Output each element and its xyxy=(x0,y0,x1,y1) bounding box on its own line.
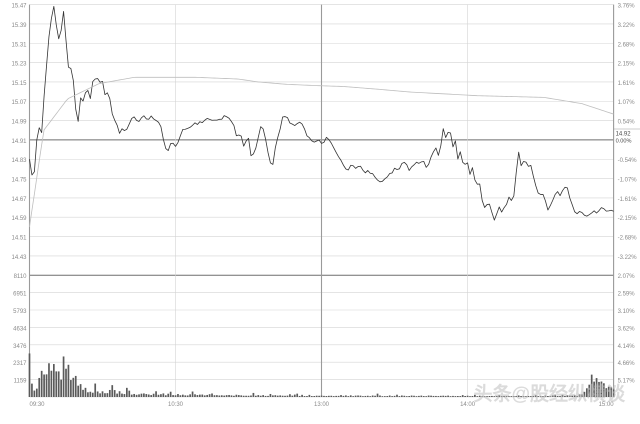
svg-text:2.68%: 2.68% xyxy=(618,42,636,48)
svg-text:0.54%: 0.54% xyxy=(618,120,636,126)
svg-text:2.07%: 2.07% xyxy=(618,274,636,280)
svg-text:15.31: 15.31 xyxy=(11,42,27,48)
svg-text:10:30: 10:30 xyxy=(168,402,184,408)
svg-text:14.99: 14.99 xyxy=(11,120,27,126)
svg-text:-3.22%: -3.22% xyxy=(618,255,638,261)
svg-text:3.76%: 3.76% xyxy=(618,4,636,10)
svg-text:1.61%: 1.61% xyxy=(618,81,636,87)
svg-text:14.43: 14.43 xyxy=(11,255,27,261)
svg-text:3.62%: 3.62% xyxy=(618,326,636,332)
svg-text:4634: 4634 xyxy=(13,326,27,332)
svg-text:15.23: 15.23 xyxy=(11,62,27,68)
svg-text:14.67: 14.67 xyxy=(11,197,27,203)
svg-text:15.47: 15.47 xyxy=(11,4,27,10)
svg-text:14.51: 14.51 xyxy=(11,236,27,242)
svg-text:-2.15%: -2.15% xyxy=(618,216,638,222)
svg-text:09:30: 09:30 xyxy=(30,402,46,408)
svg-text:5793: 5793 xyxy=(13,309,27,315)
svg-text:-1.07%: -1.07% xyxy=(618,178,638,184)
svg-text:4.14%: 4.14% xyxy=(618,344,636,350)
svg-text:1159: 1159 xyxy=(14,379,28,385)
svg-text:头条@股经纵横谈: 头条@股经纵横谈 xyxy=(473,382,626,405)
svg-text:15.39: 15.39 xyxy=(11,23,27,29)
svg-text:-1.61%: -1.61% xyxy=(618,197,638,203)
svg-text:4.66%: 4.66% xyxy=(618,361,636,367)
svg-text:0.00%: 0.00% xyxy=(616,139,632,145)
svg-text:6951: 6951 xyxy=(13,292,27,298)
svg-text:15.07: 15.07 xyxy=(11,100,27,106)
svg-text:14.83: 14.83 xyxy=(11,158,27,164)
svg-text:-0.54%: -0.54% xyxy=(618,158,638,164)
svg-text:8110: 8110 xyxy=(14,274,28,280)
svg-text:3.10%: 3.10% xyxy=(618,309,636,315)
svg-text:14.92: 14.92 xyxy=(616,131,632,137)
svg-text:3476: 3476 xyxy=(13,344,27,350)
svg-text:2317: 2317 xyxy=(13,361,27,367)
svg-text:14.91: 14.91 xyxy=(11,139,27,145)
svg-text:1.07%: 1.07% xyxy=(618,100,636,106)
svg-text:2.59%: 2.59% xyxy=(618,292,636,298)
svg-text:-2.68%: -2.68% xyxy=(618,236,638,242)
svg-text:14.59: 14.59 xyxy=(11,216,27,222)
svg-text:13:00: 13:00 xyxy=(314,402,330,408)
svg-text:14.75: 14.75 xyxy=(11,178,27,184)
svg-text:3.22%: 3.22% xyxy=(618,23,636,29)
svg-text:2.15%: 2.15% xyxy=(618,62,636,68)
svg-text:15.15: 15.15 xyxy=(11,81,27,87)
